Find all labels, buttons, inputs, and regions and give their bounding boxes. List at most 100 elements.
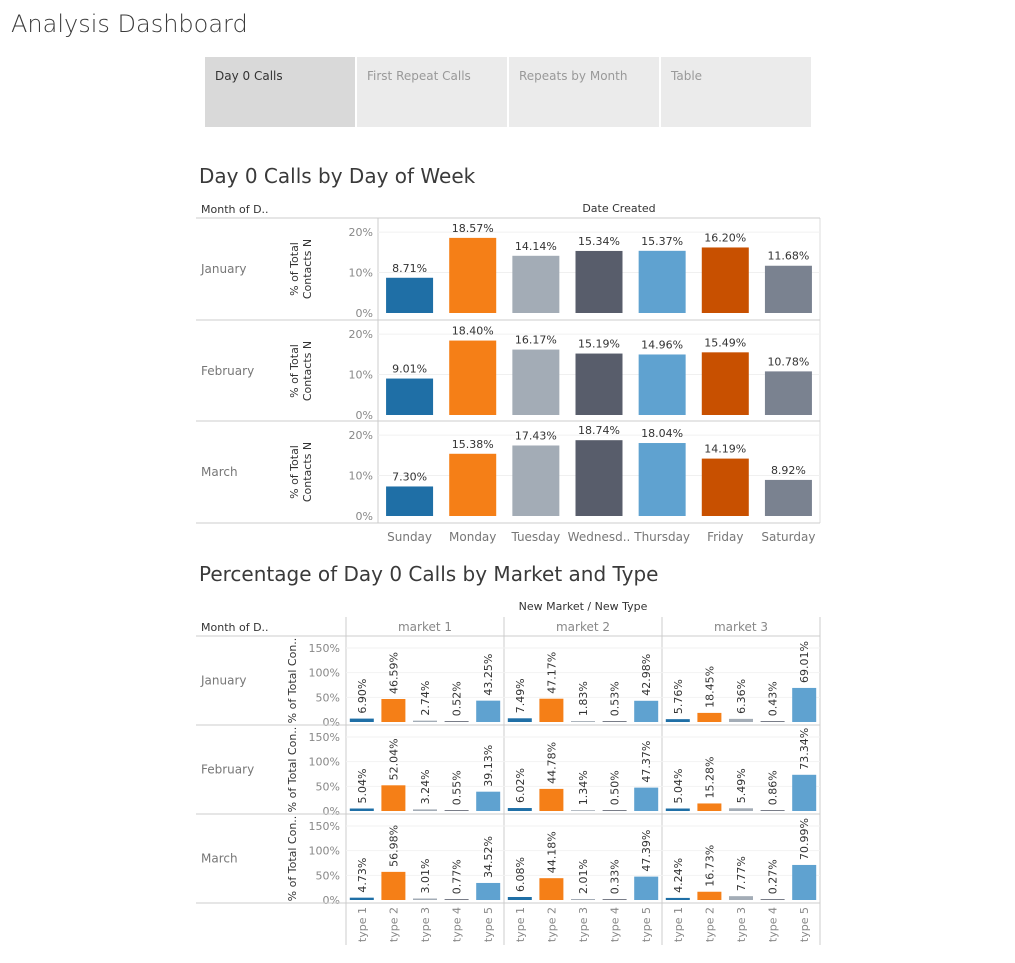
bar bbox=[792, 774, 817, 811]
data-label: 7.49% bbox=[514, 678, 527, 713]
bar bbox=[512, 349, 560, 415]
x-tick-label: type 1 bbox=[356, 907, 369, 942]
y-tick-label: 0% bbox=[323, 894, 340, 907]
bar bbox=[449, 340, 497, 415]
bar bbox=[697, 712, 722, 722]
y-axis-label: Contacts N bbox=[301, 341, 314, 401]
x-tick-label: Thursday bbox=[633, 530, 690, 544]
data-label: 1.34% bbox=[577, 770, 590, 805]
bar bbox=[697, 803, 722, 811]
bar bbox=[634, 787, 659, 811]
dashboard-title: Analysis Dashboard bbox=[11, 10, 248, 38]
y-tick-label: 0% bbox=[323, 805, 340, 818]
x-tick-label: type 5 bbox=[482, 907, 495, 942]
bar bbox=[413, 809, 437, 811]
bar bbox=[638, 250, 686, 313]
data-label: 5.04% bbox=[672, 769, 685, 804]
bar bbox=[701, 247, 749, 313]
y-tick-label: 20% bbox=[349, 226, 373, 239]
data-label: 6.90% bbox=[356, 679, 369, 714]
tab-table[interactable]: Table bbox=[661, 57, 811, 127]
x-tick-label: type 5 bbox=[640, 907, 653, 942]
y-tick-label: 20% bbox=[349, 429, 373, 442]
bar bbox=[539, 878, 564, 900]
data-label: 6.02% bbox=[514, 768, 527, 803]
bar bbox=[792, 687, 817, 722]
bar bbox=[638, 354, 686, 415]
data-label: 47.39% bbox=[640, 830, 653, 872]
bar bbox=[386, 277, 434, 313]
data-label: 5.76% bbox=[672, 679, 685, 714]
x-tick-label: type 4 bbox=[767, 907, 780, 942]
data-label: 8.92% bbox=[771, 464, 806, 477]
data-label: 46.59% bbox=[387, 652, 400, 694]
x-tick-label: type 1 bbox=[514, 907, 527, 942]
data-label: 47.37% bbox=[640, 741, 653, 783]
x-tick-label: Friday bbox=[707, 530, 743, 544]
x-tick-label: type 2 bbox=[545, 907, 558, 942]
tab-repeats-by-month[interactable]: Repeats by Month bbox=[509, 57, 659, 127]
y-tick-label: 50% bbox=[316, 869, 340, 882]
data-label: 56.98% bbox=[387, 825, 400, 867]
bar bbox=[449, 453, 497, 516]
data-label: 7.77% bbox=[735, 856, 748, 891]
bar bbox=[602, 810, 627, 811]
data-label: 8.71% bbox=[392, 262, 427, 275]
data-label: 0.50% bbox=[609, 770, 622, 805]
bar bbox=[760, 810, 785, 811]
bar bbox=[413, 720, 437, 722]
bar bbox=[476, 882, 501, 900]
y-axis-label: % of Total Con.. bbox=[286, 727, 299, 813]
day-of-week-chart: Month of D.. Date Created January % of Tota… bbox=[196, 202, 821, 544]
row-header: Month of D.. bbox=[201, 621, 269, 634]
data-label: 3.01% bbox=[419, 859, 432, 894]
data-label: 1.83% bbox=[577, 681, 590, 716]
data-label: 42.98% bbox=[640, 654, 653, 696]
bar bbox=[634, 876, 659, 900]
data-label: 0.43% bbox=[767, 681, 780, 716]
data-label: 2.01% bbox=[577, 859, 590, 894]
y-tick-label: 50% bbox=[316, 780, 340, 793]
bar bbox=[413, 898, 437, 900]
x-tick-label: Tuesday bbox=[510, 530, 560, 544]
x-tick-label: type 2 bbox=[703, 907, 716, 942]
x-tick-label: type 4 bbox=[609, 907, 622, 942]
data-label: 16.20% bbox=[704, 231, 746, 244]
data-label: 70.99% bbox=[798, 818, 811, 860]
bar bbox=[444, 899, 469, 900]
data-label: 9.01% bbox=[392, 363, 427, 376]
bar bbox=[381, 785, 406, 811]
chart2-title: Percentage of Day 0 Calls by Market and … bbox=[199, 562, 659, 586]
bar bbox=[792, 864, 817, 900]
data-label: 39.13% bbox=[482, 745, 495, 787]
data-label: 5.49% bbox=[735, 768, 748, 803]
bar bbox=[665, 897, 690, 900]
chart1-title: Day 0 Calls by Day of Week bbox=[199, 164, 476, 188]
bar bbox=[701, 352, 749, 415]
y-axis-label: % of Total bbox=[288, 445, 301, 499]
y-tick-label: 0% bbox=[323, 716, 340, 729]
bar bbox=[381, 698, 406, 722]
bar bbox=[602, 721, 627, 722]
y-tick-label: 150% bbox=[309, 820, 340, 833]
bar bbox=[539, 788, 564, 811]
bar bbox=[729, 896, 753, 900]
bar bbox=[349, 808, 374, 811]
data-label: 0.53% bbox=[609, 681, 622, 716]
y-tick-label: 100% bbox=[309, 845, 340, 858]
bar bbox=[539, 698, 564, 722]
data-label: 18.74% bbox=[578, 424, 620, 437]
bar bbox=[349, 718, 374, 722]
data-label: 0.27% bbox=[767, 859, 780, 894]
tab-first-repeat-calls[interactable]: First Repeat Calls bbox=[357, 57, 507, 127]
data-label: 6.36% bbox=[735, 679, 748, 714]
row-label: March bbox=[201, 465, 238, 479]
data-label: 34.52% bbox=[482, 836, 495, 878]
y-tick-label: 10% bbox=[349, 470, 373, 483]
bar bbox=[701, 458, 749, 516]
data-label: 16.73% bbox=[703, 845, 716, 887]
tab-day0-calls[interactable]: Day 0 Calls bbox=[205, 57, 355, 127]
row-label: January bbox=[200, 262, 247, 276]
y-tick-label: 150% bbox=[309, 731, 340, 744]
data-label: 0.52% bbox=[451, 681, 464, 716]
